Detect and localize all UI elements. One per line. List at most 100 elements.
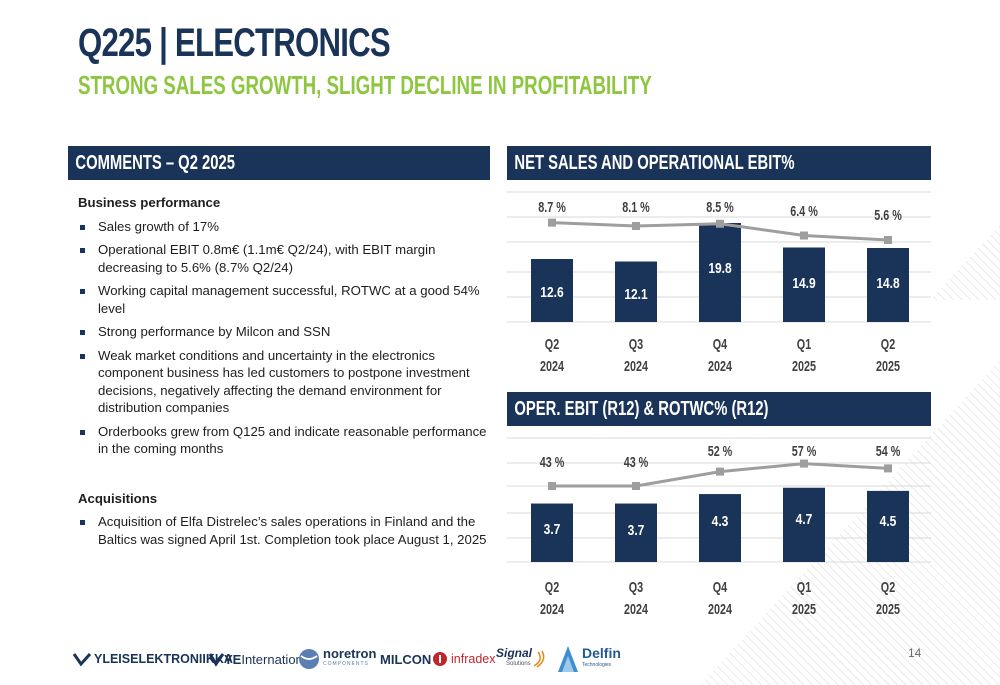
category-label: Q3: [629, 578, 643, 595]
bar-value-label: 3.7: [544, 521, 561, 538]
comments-heading: COMMENTS – Q2 2025: [75, 152, 235, 174]
bar-value-label: 4.3: [712, 513, 729, 530]
category-label: Q1: [797, 578, 811, 595]
category-label: Q3: [629, 335, 643, 352]
logo-subtext: Solutions: [506, 661, 531, 667]
logo-text: Signal: [496, 646, 533, 660]
line-marker: [716, 467, 724, 476]
category-label: Q2: [881, 578, 895, 595]
bar: [867, 490, 909, 562]
list-item: Acquisition of Elfa Distrelec’s sales op…: [78, 513, 488, 548]
line-marker: [800, 231, 808, 240]
category-label: Q2: [545, 578, 559, 595]
category-label: 2024: [708, 357, 733, 374]
bar: [699, 223, 741, 322]
bar: [615, 503, 657, 562]
bar: [783, 247, 825, 322]
logo-ye-international: YE International: [208, 642, 313, 676]
line-value-label: 57 %: [792, 442, 817, 459]
category-label: 2025: [876, 357, 900, 374]
category-label: Q1: [797, 335, 811, 352]
line-marker: [716, 219, 724, 228]
logo-delfin: Delfin Technologies: [554, 642, 621, 676]
category-label: Q4: [713, 335, 728, 352]
line-marker: [800, 459, 808, 468]
line-value-label: 8.5 %: [706, 198, 734, 215]
line-value-label: 6.4 %: [790, 202, 818, 219]
category-label: 2025: [876, 600, 900, 617]
business-performance-heading: Business performance: [78, 195, 221, 210]
list-item: Sales growth of 17%: [78, 218, 488, 236]
chart2-title: OPER. EBIT (R12) & ROTWC% (R12): [514, 398, 769, 420]
line-value-label: 43 %: [540, 453, 565, 470]
bar: [699, 494, 741, 562]
logo-text: International: [241, 651, 313, 667]
list-item: Working capital management successful, R…: [78, 282, 488, 317]
list-item: Strong performance by Milcon and SSN: [78, 323, 488, 341]
line-value-label: 5.6 %: [874, 206, 902, 223]
category-label: Q2: [545, 335, 559, 352]
list-item: Weak market conditions and uncertainty i…: [78, 347, 488, 417]
bar-value-label: 4.5: [880, 513, 897, 530]
category-label: 2025: [792, 600, 816, 617]
category-label: 2024: [624, 600, 649, 617]
logo-text: noretron: [323, 646, 377, 661]
logo-text: Delfin: [582, 645, 621, 661]
category-label: 2024: [624, 357, 649, 374]
line-marker: [548, 218, 556, 227]
bar-value-label: 19.8: [708, 260, 732, 277]
line-marker: [632, 482, 640, 490]
acquisitions-heading: Acquisitions: [78, 490, 158, 506]
category-label: Q2: [881, 335, 895, 352]
line-marker: [884, 236, 892, 244]
list-item: Orderbooks grew from Q125 and indicate r…: [78, 423, 488, 458]
acquisitions-list: Acquisition of Elfa Distrelec’s sales op…: [78, 513, 488, 548]
bar: [531, 259, 573, 322]
bar: [867, 248, 909, 322]
bar-value-label: 14.9: [792, 275, 816, 292]
business-list: Sales growth of 17% Operational EBIT 0.8…: [78, 218, 488, 458]
category-label: 2025: [792, 357, 816, 374]
net-sales-chart: 12.6 12.1 19.8 14.9 14.8 8.7 % 8.1 % 8.5 % 6.4 %…: [507, 191, 931, 374]
logo-text-bold: YE: [224, 651, 242, 667]
chart1-title: NET SALES AND OPERATIONAL EBIT%: [514, 152, 795, 174]
page-title: Q225 | ELECTRONICS: [78, 21, 391, 65]
ye-swoosh-icon: [208, 653, 224, 667]
logo-strip: YLEISELEKTRONIIKKA YE International noret…: [72, 642, 632, 676]
category-label: 2024: [708, 600, 733, 617]
infradex-icon: [433, 652, 447, 666]
chart1-header: NET SALES AND OPERATIONAL EBIT%: [507, 146, 931, 180]
bar-value-label: 12.6: [540, 284, 564, 301]
line-marker: [632, 222, 640, 230]
line-value-label: 43 %: [624, 453, 649, 470]
bar: [531, 503, 573, 562]
logo-yleiselektroniikka: YLEISELEKTRONIIKKA: [72, 642, 233, 676]
line-value-label: 8.1 %: [622, 198, 650, 215]
chart2-header: OPER. EBIT (R12) & ROTWC% (R12): [507, 392, 931, 426]
category-label: 2024: [540, 600, 565, 617]
comments-header: COMMENTS – Q2 2025: [68, 146, 490, 180]
delfin-icon: [558, 646, 578, 672]
noretron-globe-icon: [299, 649, 319, 669]
line-value-label: 8.7 %: [538, 198, 566, 215]
logo-text: infradex: [451, 652, 496, 666]
comments-body: Business performance Sales growth of 17%…: [78, 194, 488, 554]
bar-value-label: 4.7: [796, 511, 813, 528]
category-label: Q4: [713, 578, 728, 595]
logo-signal-solutions: Signal Solutions: [496, 642, 546, 676]
logo-subtext: Technologies: [582, 662, 612, 668]
line-marker: [548, 482, 556, 490]
page-subtitle: STRONG SALES GROWTH, SLIGHT DECLINE IN P…: [78, 70, 652, 100]
logo-milcon: MILCON: [380, 642, 431, 676]
list-item: Operational EBIT 0.8m€ (1.1m€ Q2/24), wi…: [78, 241, 488, 276]
signal-waves-icon: [533, 650, 545, 668]
bar-value-label: 14.8: [876, 275, 900, 292]
ebit-rotwc-chart: 3.7 3.7 4.3 4.7 4.5 43 % 43 % 52 % 57 % 54 % Q2 202…: [507, 437, 931, 617]
logo-text: YLEISELEKTRONIIKKA: [94, 652, 233, 666]
bar-value-label: 3.7: [628, 522, 645, 539]
line-value-label: 54 %: [876, 442, 901, 459]
line-value-label: 52 %: [708, 442, 733, 459]
logo-noretron: noretron COMPONENTS: [298, 642, 376, 676]
page-number: 14: [908, 646, 922, 660]
